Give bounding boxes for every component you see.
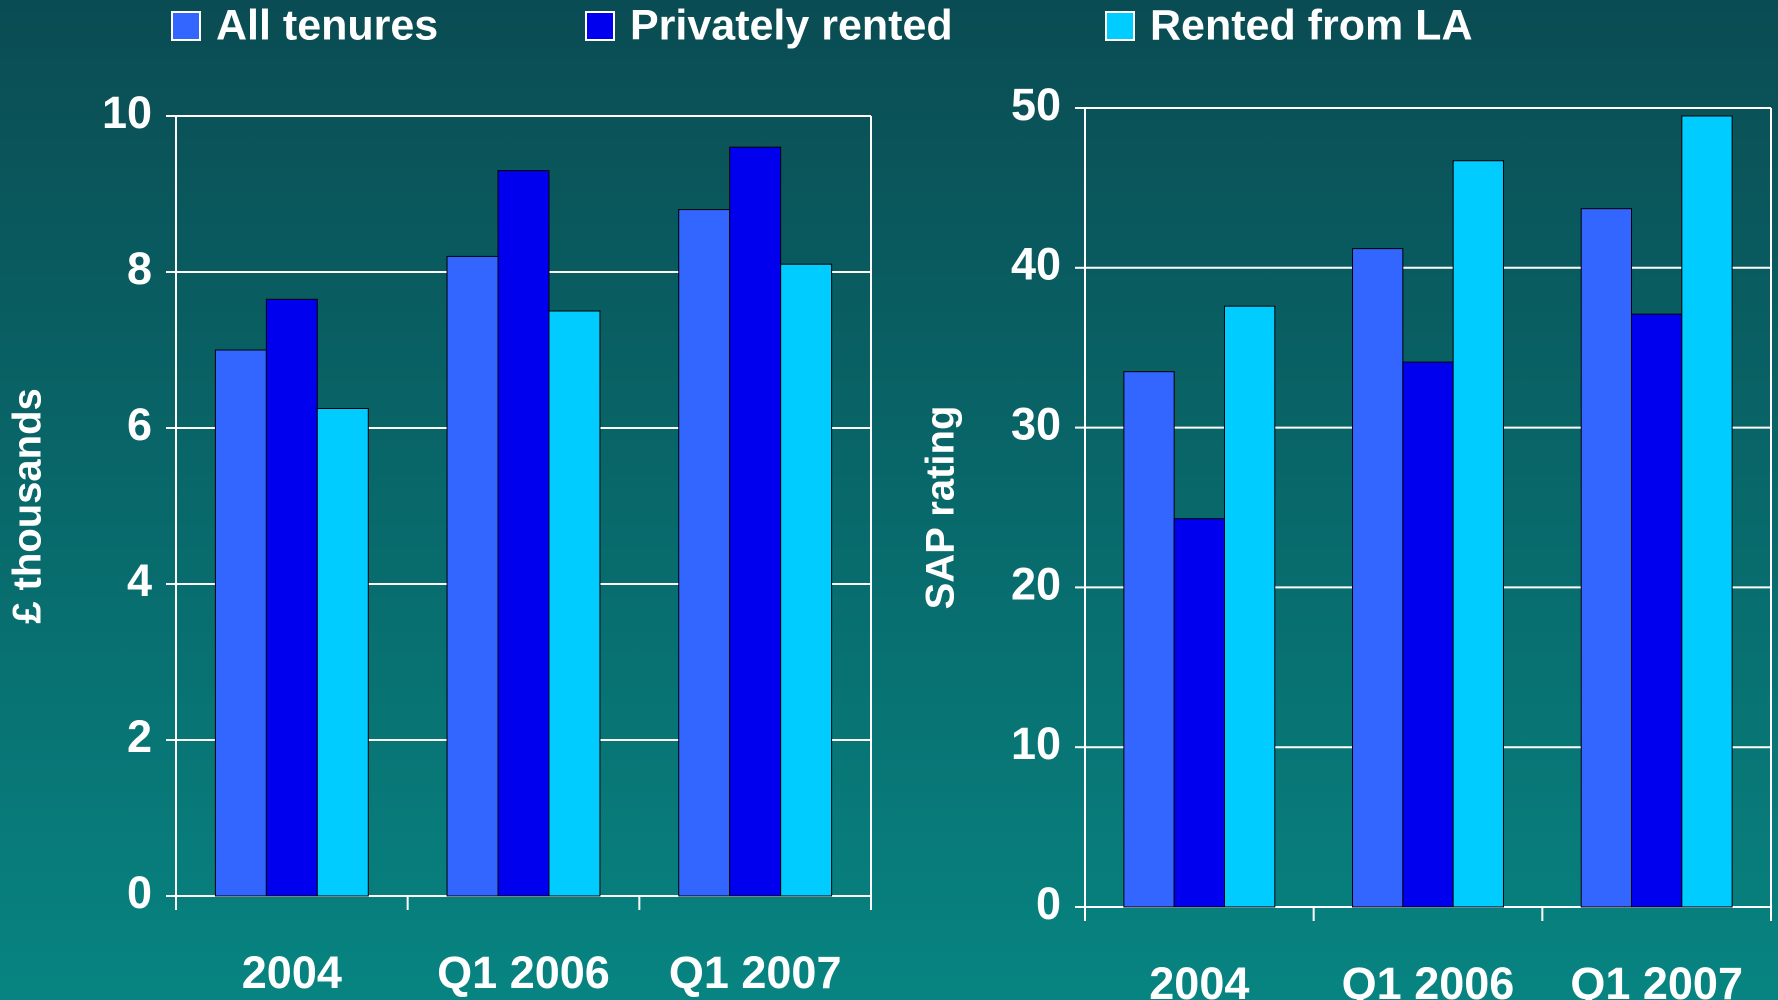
y-tick-label: 6 bbox=[127, 399, 152, 450]
x-tick-label: 2004 bbox=[242, 947, 342, 998]
bar bbox=[1223, 305, 1276, 908]
x-tick-label: Q1 2007 bbox=[1570, 958, 1743, 1000]
y-axis-label: £ thousands bbox=[6, 388, 50, 624]
y-tick-label: 2 bbox=[127, 711, 152, 762]
y-tick-label: 4 bbox=[127, 555, 152, 606]
bar bbox=[1402, 361, 1454, 908]
bar bbox=[1452, 160, 1504, 908]
y-tick-label: 10 bbox=[1011, 718, 1061, 769]
y-tick-label: 8 bbox=[127, 243, 152, 294]
legend-label: All tenures bbox=[216, 1, 438, 49]
y-tick-label: 50 bbox=[1011, 79, 1061, 130]
bar bbox=[1681, 115, 1733, 908]
bar bbox=[446, 255, 499, 897]
legend-swatch bbox=[171, 11, 201, 41]
x-tick-label: Q1 2007 bbox=[669, 947, 842, 998]
y-tick-label: 0 bbox=[127, 867, 152, 918]
bar bbox=[1123, 371, 1175, 908]
bar bbox=[780, 263, 833, 897]
legend-label: Privately rented bbox=[630, 1, 953, 49]
x-tick-label: 2004 bbox=[1149, 958, 1249, 1000]
x-tick-label: Q1 2006 bbox=[437, 947, 610, 998]
bar bbox=[214, 349, 267, 897]
bar bbox=[548, 310, 601, 897]
y-tick-label: 20 bbox=[1011, 558, 1061, 609]
bar bbox=[1580, 208, 1633, 908]
y-tick-label: 30 bbox=[1011, 398, 1061, 449]
bar bbox=[497, 170, 550, 897]
bar bbox=[678, 209, 731, 897]
bar bbox=[1173, 518, 1225, 908]
legend-swatch bbox=[585, 11, 615, 41]
y-tick-label: 0 bbox=[1036, 878, 1061, 929]
x-tick-label: Q1 2006 bbox=[1342, 958, 1515, 1000]
bar bbox=[729, 146, 782, 897]
legend-swatch bbox=[1105, 11, 1135, 41]
y-tick-label: 10 bbox=[102, 87, 152, 138]
legend-label: Rented from LA bbox=[1150, 1, 1473, 49]
bar bbox=[1352, 248, 1404, 908]
bar bbox=[265, 298, 318, 897]
bar bbox=[1631, 313, 1683, 908]
bar bbox=[316, 408, 369, 897]
y-axis-label: SAP rating bbox=[919, 406, 963, 610]
y-tick-label: 40 bbox=[1011, 239, 1061, 290]
